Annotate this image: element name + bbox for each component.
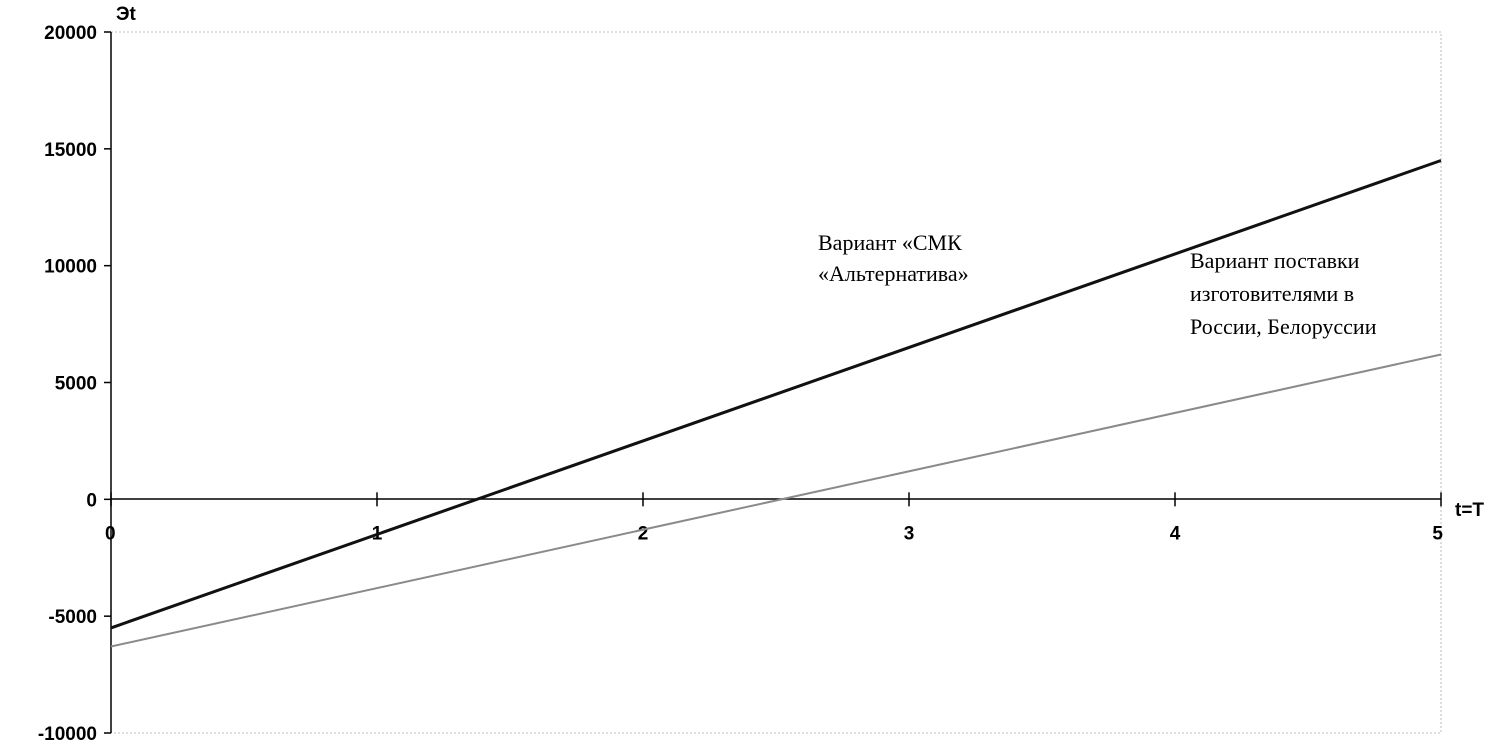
y-tick-label: 10000: [44, 257, 97, 278]
x-tick-label: 5: [1432, 523, 1443, 544]
x-tick-label: 4: [1170, 523, 1181, 544]
series-1-annotation-line: Вариант «СМК: [818, 230, 962, 255]
x-tick-label: 3: [904, 523, 915, 544]
series-2-annotation-line: изготовителями в: [1190, 281, 1354, 306]
y-tick-label: 0: [86, 490, 97, 511]
series-2-annotation-line: России, Белоруссии: [1190, 314, 1377, 339]
x-tick-label: 2: [638, 523, 649, 544]
series-2-annotation-line: Вариант поставки: [1190, 248, 1360, 273]
y-tick-label: 15000: [44, 140, 97, 161]
series-line-1: [110, 159, 1442, 630]
y-tick-label: 20000: [44, 23, 97, 44]
x-tick-label: 0: [105, 523, 116, 544]
x-axis-title: t=T: [1455, 500, 1484, 521]
y-tick-label: 5000: [55, 374, 97, 395]
y-axis-title: Эt: [116, 4, 137, 25]
series-line-2: [110, 353, 1442, 648]
y-tick-label: -5000: [48, 607, 97, 628]
y-tick-label: -10000: [38, 724, 97, 745]
series-1-annotation-line: «Альтернатива»: [818, 261, 969, 286]
plot-area: [110, 31, 1442, 734]
